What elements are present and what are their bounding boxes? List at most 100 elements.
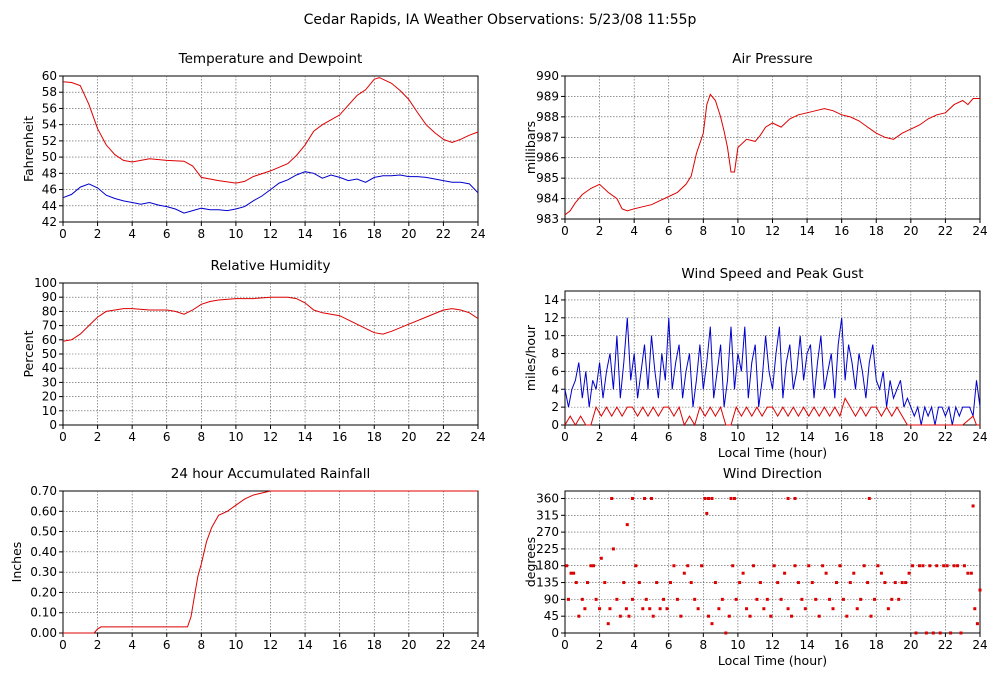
pressure-ytick-label: 985 <box>536 171 559 185</box>
winddir-point <box>796 581 800 585</box>
winddir-point <box>828 597 832 601</box>
temp-grid: 0 2 4 6 8 10 12 14 16 18 20 22 244244464850525456586… <box>42 69 486 241</box>
winddir-title: Wind Direction <box>723 466 822 482</box>
rain-xtick-label: 22 <box>436 638 451 652</box>
humidity-ytick-label: 10 <box>42 404 57 418</box>
winddir-point <box>610 496 614 500</box>
winddir-point <box>824 571 828 575</box>
winddir-point <box>611 547 615 551</box>
winddir-point <box>762 607 766 611</box>
wind-xtick-label: 4 <box>630 430 638 444</box>
winddir-point <box>577 614 581 618</box>
temp-xtick-label: 14 <box>297 227 312 241</box>
wind-xtick-label: 12 <box>765 430 780 444</box>
winddir-point <box>634 564 638 568</box>
winddir-point <box>622 581 626 585</box>
winddir-point <box>583 607 587 611</box>
winddir-ytick-label: 45 <box>544 609 559 623</box>
winddir-point <box>841 597 845 601</box>
winddir-ytick-label: 135 <box>536 576 559 590</box>
temp-xtick-label: 2 <box>94 227 102 241</box>
pressure-xtick-label: 6 <box>665 224 673 238</box>
rain-xtick-label: 2 <box>94 638 102 652</box>
humidity-ytick-label: 0 <box>49 418 57 432</box>
winddir-point <box>665 607 669 611</box>
winddir-point <box>831 607 835 611</box>
winddir-point <box>769 614 773 618</box>
winddir-point <box>886 607 890 611</box>
winddir-point <box>630 496 634 500</box>
wind-xtick-label: 10 <box>730 430 745 444</box>
winddir-point <box>848 581 852 585</box>
winddir-point <box>565 564 569 568</box>
rain-ytick-label: 0.00 <box>30 626 57 640</box>
winddir-point <box>599 556 603 560</box>
winddir-point <box>952 564 956 568</box>
winddir-point <box>962 564 966 568</box>
winddir-point <box>907 571 911 575</box>
rain-xtick-label: 20 <box>401 638 416 652</box>
winddir-point <box>649 496 653 500</box>
pressure-ytick-label: 988 <box>536 110 559 124</box>
temp-xtick-label: 0 <box>59 227 67 241</box>
temp-ytick-label: 52 <box>42 134 57 148</box>
temp-xtick-label: 8 <box>198 227 206 241</box>
rain-ytick-label: 0.10 <box>30 606 57 620</box>
winddir-point <box>741 571 745 575</box>
pressure-xtick-label: 14 <box>799 224 814 238</box>
temp-ytick-label: 60 <box>42 69 57 83</box>
winddir-point <box>569 571 573 575</box>
humidity-xtick-label: 16 <box>332 430 347 444</box>
rain-xtick-label: 10 <box>228 638 243 652</box>
winddir-point <box>717 607 721 611</box>
winddir-xtick-label: 0 <box>561 638 569 652</box>
pressure-ytick-label: 990 <box>536 69 559 83</box>
winddir-point <box>904 581 908 585</box>
winddir-series-0 <box>565 496 982 635</box>
winddir-xtick-label: 14 <box>799 638 814 652</box>
humidity-xtick-label: 0 <box>59 430 67 444</box>
winddir-xtick-label: 2 <box>596 638 604 652</box>
humidity-ytick-label: 100 <box>34 276 57 290</box>
page-title: Cedar Rapids, IA Weather Observations: 5… <box>304 12 697 28</box>
winddir-point <box>707 496 711 500</box>
temp-series-line-0 <box>62 77 479 184</box>
winddir-point <box>589 564 593 568</box>
winddir-point <box>696 607 700 611</box>
winddir-point <box>585 581 589 585</box>
pressure-xtick-label: 10 <box>730 224 745 238</box>
humidity-ytick-label: 40 <box>42 361 57 375</box>
humidity-series-line-0 <box>62 296 479 342</box>
temp-ytick-label: 48 <box>42 166 57 180</box>
wind-series-line-0 <box>564 317 981 426</box>
winddir-point <box>959 631 963 635</box>
winddir-point <box>675 597 679 601</box>
winddir-point <box>755 597 759 601</box>
wind-ytick-label: 14 <box>544 293 559 307</box>
wind-series-line-1 <box>564 396 980 427</box>
pressure-xtick-label: 0 <box>561 224 569 238</box>
humidity-ylabel: Percent <box>21 330 36 377</box>
winddir-point <box>713 581 717 585</box>
winddir-point <box>956 564 960 568</box>
winddir-point <box>729 496 733 500</box>
winddir-point <box>966 571 970 575</box>
winddir-point <box>658 607 662 611</box>
pressure-xtick-label: 20 <box>903 224 918 238</box>
temp-xtick-label: 24 <box>470 227 485 241</box>
temp-xtick-label: 6 <box>163 227 171 241</box>
winddir-point <box>643 496 647 500</box>
pressure-xtick-label: 18 <box>869 224 884 238</box>
winddir-point <box>689 581 693 585</box>
pressure-xtick-label: 16 <box>834 224 849 238</box>
winddir-point <box>727 614 731 618</box>
winddir-point <box>855 607 859 611</box>
winddir-point <box>592 564 596 568</box>
rain-ytick-label: 0.50 <box>30 525 57 539</box>
winddir-point <box>618 614 622 618</box>
pressure-title: Air Pressure <box>732 51 812 67</box>
winddir-point <box>876 564 880 568</box>
winddir-point <box>624 607 628 611</box>
